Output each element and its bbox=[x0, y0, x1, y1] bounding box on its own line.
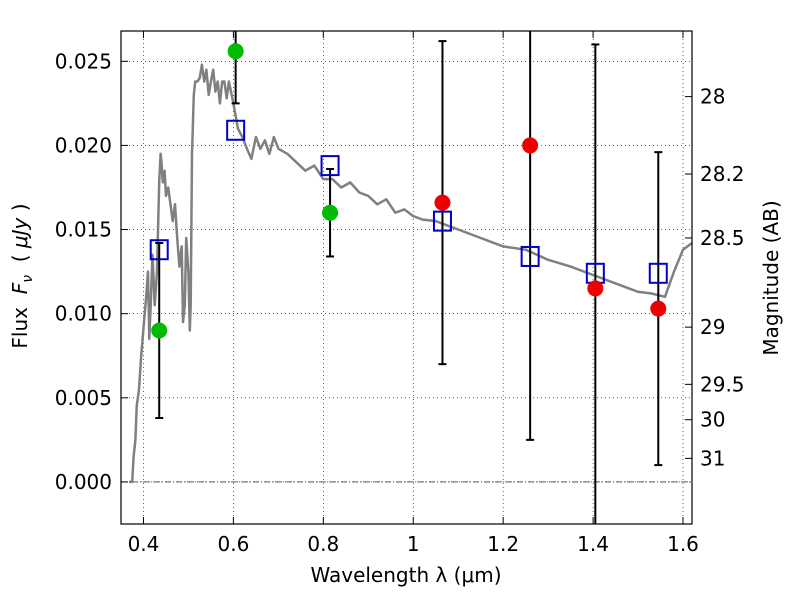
y-axis-label-symbol: F bbox=[8, 282, 32, 294]
x-tick-label: 1.4 bbox=[577, 532, 609, 556]
model-band-marker bbox=[320, 155, 340, 177]
y-tick-label: 0.015 bbox=[55, 218, 112, 242]
detected-flux-point bbox=[151, 322, 168, 339]
mag-tick-label: 30 bbox=[700, 408, 725, 432]
x-tick-label: 1 bbox=[407, 532, 420, 556]
y-tick-label: 0.000 bbox=[55, 470, 112, 494]
sed-model-line bbox=[129, 63, 692, 484]
right-axis-label: Magnitude (AB) bbox=[759, 200, 783, 355]
mag-tick-label: 28 bbox=[700, 85, 725, 109]
y-tick-label: 0.020 bbox=[55, 133, 112, 157]
x-tick-label: 1.2 bbox=[487, 532, 519, 556]
mag-tick-label: 28.5 bbox=[700, 226, 745, 250]
axis-ticks: 0.4 0.6 0.8 1 1.2 1.4 1.6 0.000 0.005 0.010 0.015 0… bbox=[55, 31, 745, 556]
mag-tick-label: 29.5 bbox=[700, 372, 745, 396]
y-axis-label-prefix: Flux bbox=[8, 294, 32, 348]
detected-flux-point bbox=[227, 43, 244, 60]
x-axis-label: Wavelength λ (μm) bbox=[310, 563, 501, 587]
undetected-flux-point bbox=[434, 194, 451, 211]
model-band-marker bbox=[520, 245, 540, 267]
model-band-marker bbox=[648, 262, 668, 284]
y-axis-label-open: ( bbox=[8, 248, 32, 275]
undetected-flux-point bbox=[650, 300, 667, 317]
detected-flux-point bbox=[322, 204, 339, 221]
y-tick-label: 0.005 bbox=[55, 386, 112, 410]
mag-tick-label: 28.2 bbox=[700, 162, 745, 186]
x-tick-label: 0.4 bbox=[128, 532, 160, 556]
mag-tick-label: 31 bbox=[700, 446, 725, 470]
y-tick-label: 0.025 bbox=[55, 49, 112, 73]
x-tick-label: 0.6 bbox=[217, 532, 249, 556]
mag-tick-label: 29 bbox=[700, 315, 725, 339]
plot-frame bbox=[120, 30, 693, 525]
y-axis-label: Flux Fν ( μJy ) bbox=[8, 203, 36, 348]
model-band-marker bbox=[432, 210, 452, 232]
x-tick-label: 0.8 bbox=[307, 532, 339, 556]
undetected-flux-point bbox=[522, 137, 539, 154]
undetected-flux-point bbox=[587, 280, 604, 297]
y-axis-label-unit: μJy bbox=[8, 216, 32, 249]
grid-lines bbox=[121, 31, 692, 524]
plot-area bbox=[129, 31, 692, 524]
x-tick-label: 1.6 bbox=[667, 532, 699, 556]
y-axis-label-subscript: ν bbox=[20, 275, 36, 283]
model-band-marker bbox=[149, 239, 169, 261]
model-band-marker bbox=[226, 119, 246, 141]
y-tick-label: 0.010 bbox=[55, 302, 112, 326]
y-axis-label-close: ) bbox=[8, 203, 32, 217]
